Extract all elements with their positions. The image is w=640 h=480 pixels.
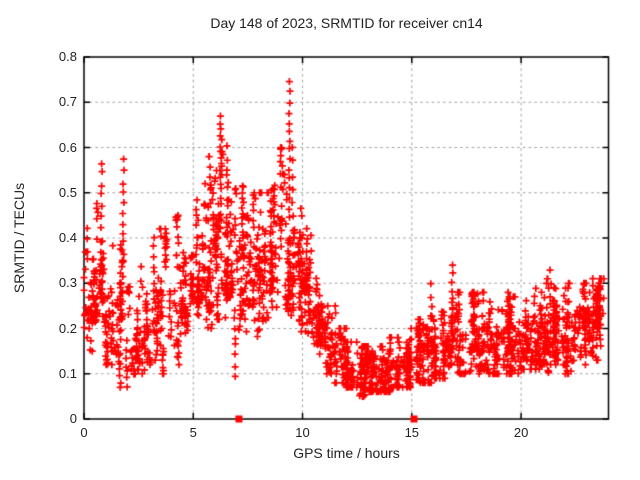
x-tick-label: 5 [189, 425, 197, 440]
y-tick-label: 0.3 [58, 275, 77, 291]
y-tick-label: 0.8 [58, 49, 77, 64]
x-tick-label: 10 [295, 425, 310, 440]
y-tick-label: 0.6 [58, 139, 77, 155]
y-tick-label: 0.5 [58, 184, 77, 200]
x-tick-label: 15 [404, 425, 420, 440]
x-axis-label: GPS time / hours [293, 445, 400, 461]
y-tick-label: 0.7 [58, 94, 77, 110]
y-tick-label: 0.2 [58, 320, 77, 336]
y-tick-label: 0 [69, 411, 77, 426]
chart-title: Day 148 of 2023, SRMTID for receiver cn1… [210, 15, 483, 31]
x-tick-label: 0 [80, 425, 88, 440]
y-tick-label: 0.1 [58, 365, 77, 381]
y-tick-label: 0.4 [58, 230, 77, 245]
x-tick-label: 20 [513, 425, 529, 440]
